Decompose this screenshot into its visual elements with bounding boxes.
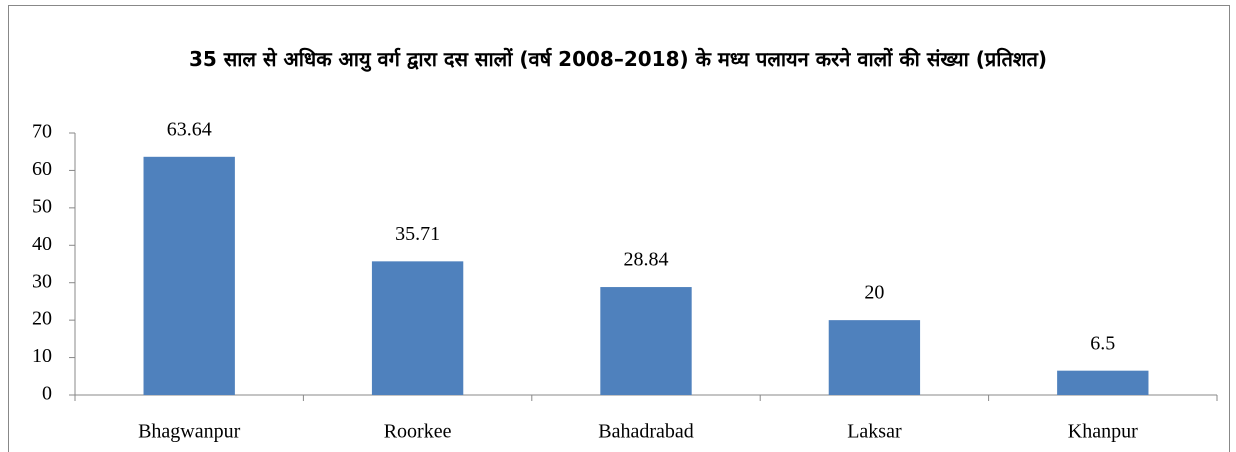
data-label: 63.64 bbox=[167, 118, 212, 140]
y-tick-label: 20 bbox=[32, 308, 52, 330]
bar bbox=[1057, 370, 1149, 395]
x-tick-label: Roorkee bbox=[384, 421, 452, 443]
y-tick-label: 30 bbox=[32, 270, 52, 292]
y-tick-label: 0 bbox=[42, 383, 52, 405]
y-tick-label: 10 bbox=[32, 345, 52, 367]
y-tick-label: 40 bbox=[32, 233, 52, 255]
chart-title: 35 साल से अधिक आयु वर्ग द्वारा दस सालों … bbox=[188, 47, 1048, 71]
bar bbox=[143, 156, 235, 395]
data-label: 20 bbox=[864, 282, 884, 304]
x-tick-label: Bahadrabad bbox=[598, 421, 694, 443]
bar bbox=[828, 320, 921, 395]
data-label: 28.84 bbox=[624, 249, 669, 271]
x-tick-label: Bhagwanpur bbox=[138, 421, 241, 443]
y-tick-label: 70 bbox=[32, 121, 52, 143]
data-label: 35.71 bbox=[395, 223, 440, 245]
y-tick-label: 60 bbox=[32, 158, 52, 180]
y-tick-label: 50 bbox=[32, 195, 52, 217]
bar bbox=[371, 261, 464, 395]
x-tick-label: Khanpur bbox=[1068, 421, 1138, 443]
data-label: 6.5 bbox=[1090, 332, 1115, 354]
x-tick-label: Laksar bbox=[847, 421, 902, 443]
bar bbox=[600, 287, 692, 395]
chart-frame bbox=[8, 5, 1230, 452]
